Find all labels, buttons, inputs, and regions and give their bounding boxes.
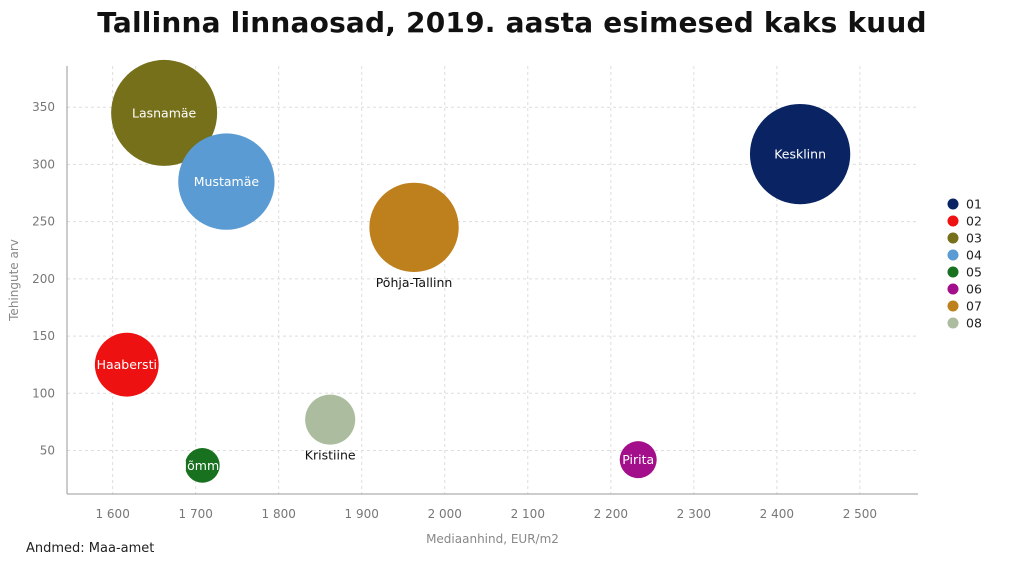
y-axis-label: Tehingute arv — [7, 239, 21, 322]
x-tick-label: 2 000 — [428, 507, 462, 521]
legend-label-01: 01 — [966, 197, 982, 212]
x-tick-label: 2 300 — [677, 507, 711, 521]
grid-lines — [67, 66, 918, 494]
axes — [66, 66, 918, 495]
bubble-label-05: Nõmme — [178, 458, 227, 473]
bubble-02 — [94, 332, 159, 397]
y-tick-label: 200 — [32, 272, 55, 286]
y-tick-label: 250 — [32, 215, 55, 229]
bubble-03 — [111, 59, 218, 166]
x-tick-label: 1 600 — [95, 507, 129, 521]
bubble-label-07: Põhja-Tallinn — [376, 275, 453, 290]
legend-swatch-05 — [947, 266, 959, 278]
bubble-05 — [184, 448, 220, 483]
bubble-label-01: Kesklinn — [774, 147, 826, 162]
bubble-label-08: Kristiine — [305, 448, 356, 463]
legend-swatch-07 — [947, 300, 959, 312]
legend-label-05: 05 — [966, 265, 982, 280]
x-tick-label: 2 200 — [594, 507, 628, 521]
x-tick-label: 1 800 — [262, 507, 296, 521]
legend-label-03: 03 — [966, 231, 982, 246]
legend-swatch-04 — [947, 249, 959, 261]
x-tick-labels: 1 600 1 700 1 800 1 900 2 000 2 100 2 200 2 300… — [95, 507, 877, 521]
bubble-label-02: Haabersti — [97, 357, 157, 372]
legend-label-07: 07 — [966, 299, 982, 314]
bubble-label-03: Lasnamäe — [132, 105, 197, 120]
x-tick-label: 2 500 — [843, 507, 877, 521]
legend-swatch-02 — [947, 215, 959, 227]
x-tick-label: 1 700 — [179, 507, 213, 521]
legend-swatch-06 — [947, 283, 959, 295]
bubble-label-06: Pirita — [622, 452, 654, 467]
y-tick-label: 50 — [40, 444, 55, 458]
bubble-label-04: Mustamäe — [194, 174, 260, 189]
y-tick-label: 100 — [32, 386, 55, 400]
x-tick-label: 2 400 — [760, 507, 794, 521]
bubbles: Kesklinn Haabersti Lasnamäe Mustamäe Nõmme Pi… — [94, 59, 851, 483]
x-axis-label: Mediaanhind, EUR/m2 — [426, 532, 559, 546]
legend-label-04: 04 — [966, 248, 982, 263]
legend-swatch-01 — [947, 198, 959, 210]
bubble-01 — [749, 103, 851, 205]
x-tick-label: 2 100 — [511, 507, 545, 521]
legend-swatch-08 — [947, 317, 959, 329]
bubble-07 — [369, 182, 459, 273]
bubble-04 — [178, 133, 275, 230]
y-tick-label: 350 — [32, 100, 55, 114]
y-tick-labels: 50 100 150 200 250 300 350 — [32, 100, 55, 457]
bubble-08 — [305, 394, 356, 445]
legend-label-08: 08 — [966, 316, 982, 331]
source-note: Andmed: Maa-amet — [26, 541, 155, 556]
x-tick-label: 1 900 — [345, 507, 379, 521]
chart-title: Tallinna linnaosad, 2019. aasta esimesed… — [97, 6, 927, 39]
bubble-06 — [619, 441, 657, 479]
y-tick-label: 150 — [32, 329, 55, 343]
legend-label-06: 06 — [966, 282, 982, 297]
legend-swatch-03 — [947, 232, 959, 244]
legend-label-02: 02 — [966, 214, 982, 229]
legend: 01 02 03 04 05 06 07 08 — [947, 197, 982, 331]
y-tick-label: 300 — [32, 157, 55, 171]
